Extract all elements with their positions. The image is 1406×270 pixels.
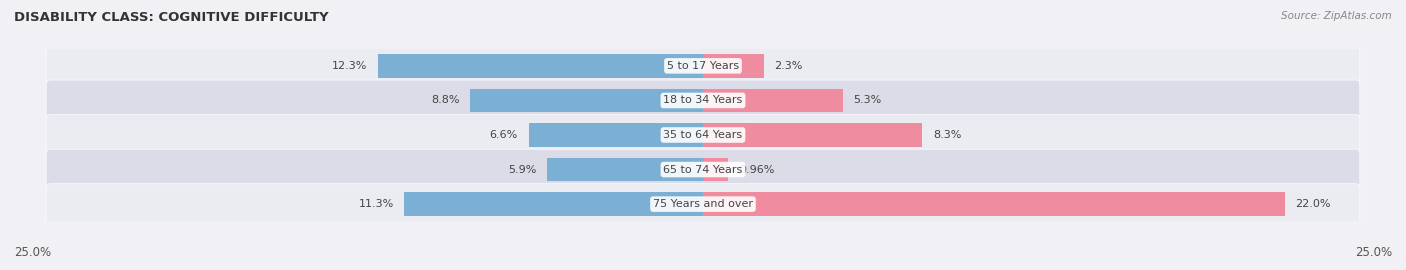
Bar [703, 192, 1285, 216]
Bar [703, 89, 844, 112]
Bar [471, 89, 703, 112]
Text: 12.3%: 12.3% [332, 61, 367, 71]
Text: 65 to 74 Years: 65 to 74 Years [664, 164, 742, 175]
Text: 0.96%: 0.96% [740, 164, 775, 175]
Text: 25.0%: 25.0% [1355, 246, 1392, 259]
Text: 8.3%: 8.3% [934, 130, 962, 140]
Text: 22.0%: 22.0% [1295, 199, 1330, 209]
Bar [703, 158, 728, 181]
Text: 5.3%: 5.3% [853, 95, 882, 106]
Bar [529, 123, 703, 147]
Text: Source: ZipAtlas.com: Source: ZipAtlas.com [1281, 11, 1392, 21]
Bar [378, 54, 703, 78]
Bar [405, 192, 703, 216]
Text: 8.8%: 8.8% [432, 95, 460, 106]
Text: 5 to 17 Years: 5 to 17 Years [666, 61, 740, 71]
Text: 6.6%: 6.6% [489, 130, 517, 140]
Bar [703, 123, 922, 147]
Text: 18 to 34 Years: 18 to 34 Years [664, 95, 742, 106]
FancyBboxPatch shape [46, 114, 1360, 156]
Text: 5.9%: 5.9% [508, 164, 537, 175]
Text: 75 Years and over: 75 Years and over [652, 199, 754, 209]
FancyBboxPatch shape [46, 45, 1360, 86]
Bar [547, 158, 703, 181]
Text: DISABILITY CLASS: COGNITIVE DIFFICULTY: DISABILITY CLASS: COGNITIVE DIFFICULTY [14, 11, 329, 24]
Text: 11.3%: 11.3% [359, 199, 394, 209]
Bar [703, 54, 763, 78]
FancyBboxPatch shape [46, 80, 1360, 121]
FancyBboxPatch shape [46, 149, 1360, 190]
Text: 25.0%: 25.0% [14, 246, 51, 259]
Text: 2.3%: 2.3% [775, 61, 803, 71]
Text: 35 to 64 Years: 35 to 64 Years [664, 130, 742, 140]
FancyBboxPatch shape [46, 184, 1360, 225]
